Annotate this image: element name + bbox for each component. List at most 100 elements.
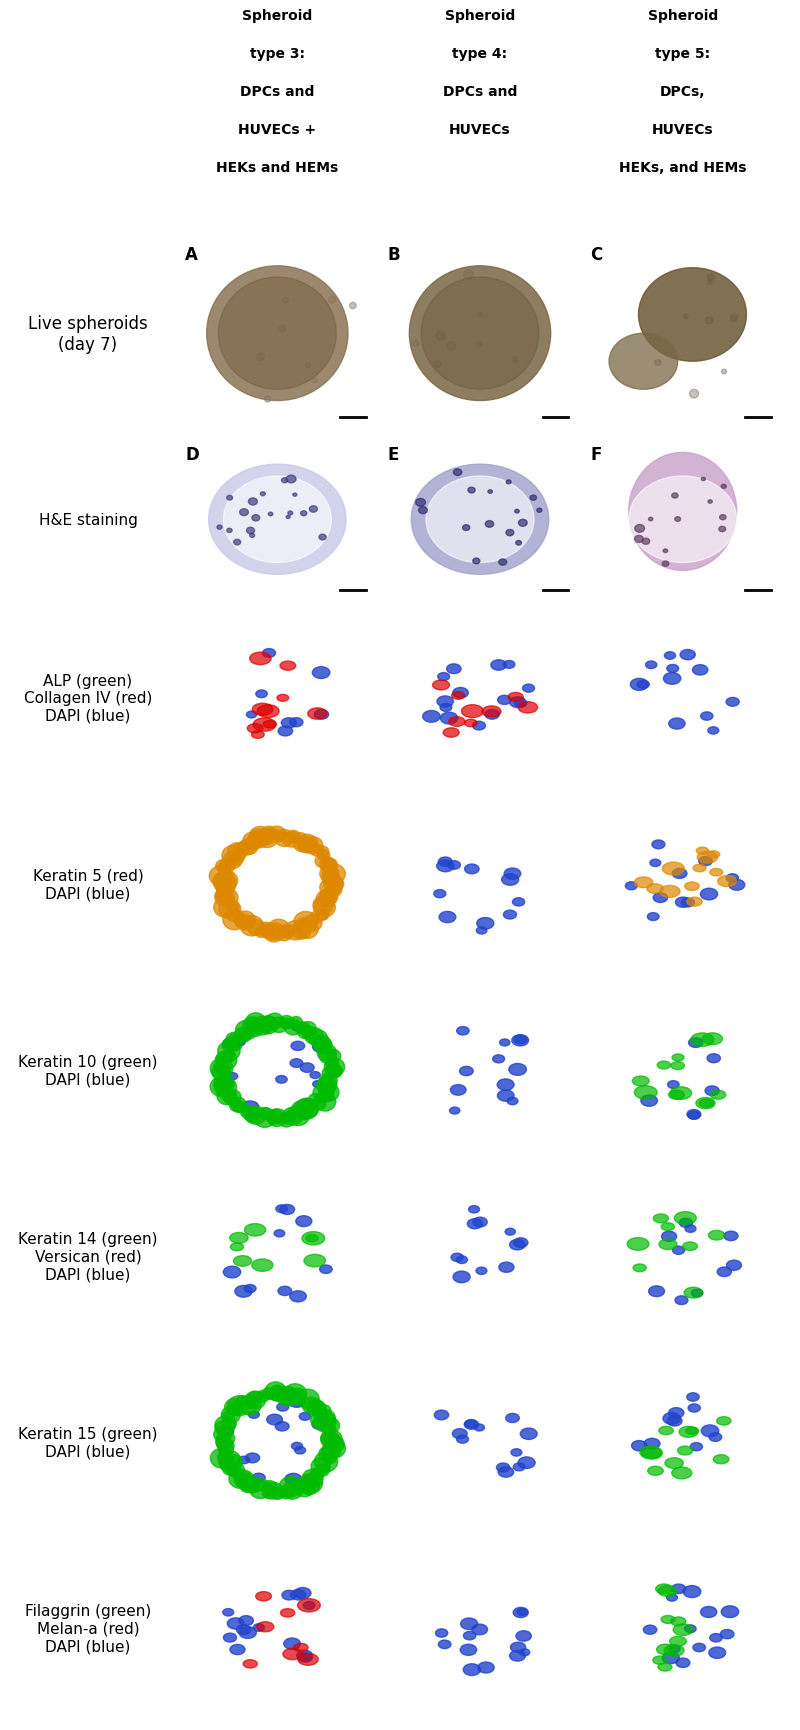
Ellipse shape xyxy=(514,1036,527,1045)
Circle shape xyxy=(282,298,289,304)
Ellipse shape xyxy=(684,1287,702,1298)
Ellipse shape xyxy=(513,1607,528,1618)
Ellipse shape xyxy=(222,1609,234,1616)
Circle shape xyxy=(302,1100,315,1111)
Circle shape xyxy=(293,493,297,497)
Circle shape xyxy=(245,1391,266,1410)
Circle shape xyxy=(210,1448,233,1469)
Ellipse shape xyxy=(449,718,465,727)
Ellipse shape xyxy=(282,718,296,728)
Circle shape xyxy=(238,1396,261,1415)
Circle shape xyxy=(314,898,335,917)
Circle shape xyxy=(242,1017,262,1035)
Circle shape xyxy=(488,491,492,495)
Circle shape xyxy=(227,903,239,913)
Ellipse shape xyxy=(682,898,694,907)
Ellipse shape xyxy=(669,1090,685,1100)
Circle shape xyxy=(210,1059,233,1078)
Text: Live spheroids
(day 7): Live spheroids (day 7) xyxy=(28,315,148,353)
Ellipse shape xyxy=(650,860,661,867)
Ellipse shape xyxy=(702,1426,718,1438)
Ellipse shape xyxy=(709,1647,726,1659)
Circle shape xyxy=(238,1029,251,1041)
Ellipse shape xyxy=(276,1076,287,1083)
Circle shape xyxy=(265,1382,286,1401)
Ellipse shape xyxy=(249,1412,259,1419)
Ellipse shape xyxy=(514,699,527,708)
Circle shape xyxy=(222,1417,236,1429)
Ellipse shape xyxy=(626,882,638,891)
Circle shape xyxy=(279,926,295,939)
Circle shape xyxy=(226,1033,242,1047)
Circle shape xyxy=(278,1114,294,1128)
Circle shape xyxy=(264,926,282,941)
Ellipse shape xyxy=(675,898,690,908)
Circle shape xyxy=(464,270,473,280)
Circle shape xyxy=(262,1486,278,1498)
Circle shape xyxy=(719,528,726,533)
Circle shape xyxy=(322,1443,341,1458)
Circle shape xyxy=(286,1105,310,1126)
Circle shape xyxy=(296,920,318,939)
Circle shape xyxy=(291,1391,305,1405)
Ellipse shape xyxy=(499,1263,514,1273)
Ellipse shape xyxy=(672,1054,684,1062)
Circle shape xyxy=(314,1092,336,1111)
Circle shape xyxy=(326,1050,341,1062)
Ellipse shape xyxy=(652,841,665,849)
Circle shape xyxy=(296,1099,318,1118)
Circle shape xyxy=(222,1092,235,1102)
Circle shape xyxy=(215,1422,230,1434)
Circle shape xyxy=(222,846,245,867)
Circle shape xyxy=(219,1078,232,1088)
Ellipse shape xyxy=(686,898,702,907)
Text: Keratin 15 (green)
DAPI (blue): Keratin 15 (green) DAPI (blue) xyxy=(18,1426,158,1458)
Circle shape xyxy=(243,1107,260,1121)
Ellipse shape xyxy=(460,1644,477,1656)
Circle shape xyxy=(654,360,661,367)
Circle shape xyxy=(294,834,307,846)
Circle shape xyxy=(322,1424,336,1436)
Text: DPCs and: DPCs and xyxy=(443,85,517,99)
Circle shape xyxy=(295,1022,310,1035)
Ellipse shape xyxy=(243,1659,258,1668)
Circle shape xyxy=(238,841,254,856)
Circle shape xyxy=(291,1100,314,1119)
Ellipse shape xyxy=(276,1206,287,1213)
Circle shape xyxy=(234,540,241,545)
Circle shape xyxy=(319,889,338,905)
Circle shape xyxy=(413,341,419,348)
Text: P: P xyxy=(185,1175,198,1194)
Circle shape xyxy=(259,1016,277,1031)
Circle shape xyxy=(236,1396,249,1406)
Circle shape xyxy=(216,1438,231,1450)
Circle shape xyxy=(434,362,441,368)
Ellipse shape xyxy=(644,1438,660,1450)
Ellipse shape xyxy=(700,889,718,900)
Text: DPCs and: DPCs and xyxy=(240,85,314,99)
Ellipse shape xyxy=(690,1443,702,1451)
Circle shape xyxy=(217,1088,237,1105)
Ellipse shape xyxy=(512,1035,529,1047)
Ellipse shape xyxy=(707,1054,721,1064)
Circle shape xyxy=(312,1099,326,1111)
Text: Keratin 10 (green)
DAPI (blue): Keratin 10 (green) DAPI (blue) xyxy=(18,1054,158,1086)
Ellipse shape xyxy=(679,1427,698,1438)
Text: I: I xyxy=(590,618,597,635)
Ellipse shape xyxy=(669,1645,680,1652)
Ellipse shape xyxy=(291,1443,302,1450)
Circle shape xyxy=(310,844,324,856)
Circle shape xyxy=(302,1469,323,1488)
Ellipse shape xyxy=(647,884,663,894)
Circle shape xyxy=(240,839,258,855)
Ellipse shape xyxy=(493,1055,505,1064)
Circle shape xyxy=(690,389,698,400)
Ellipse shape xyxy=(673,1246,685,1254)
Ellipse shape xyxy=(434,889,446,898)
Ellipse shape xyxy=(274,1230,285,1237)
Text: G: G xyxy=(185,618,199,635)
Ellipse shape xyxy=(518,1457,535,1469)
Circle shape xyxy=(350,303,356,310)
Ellipse shape xyxy=(710,1090,726,1100)
Circle shape xyxy=(260,827,278,843)
